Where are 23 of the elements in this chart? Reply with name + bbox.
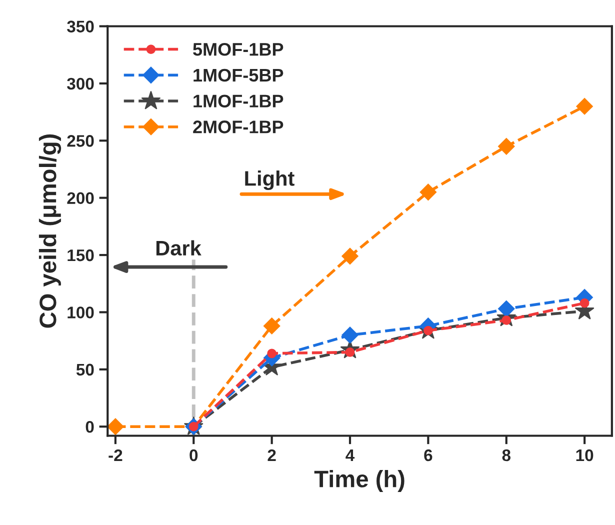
y-tick-label: 200 <box>67 192 94 204</box>
y-tick-label: 50 <box>76 364 94 376</box>
x-tick-label: 4 <box>346 450 355 462</box>
y-tick-label: 300 <box>67 78 94 90</box>
y-tick-label: 150 <box>68 249 94 262</box>
annotation: Dark <box>156 240 202 256</box>
annotation: Light <box>245 170 294 190</box>
legend-label: 1MOF-5BP <box>194 68 284 82</box>
y-tick-label: 250 <box>67 135 94 147</box>
x-tick-label: -2 <box>108 449 122 462</box>
y-tick-label: 0 <box>86 421 94 433</box>
x-tick-label: 10 <box>576 449 594 462</box>
y-tick-label: 100 <box>68 306 94 318</box>
legend-label: 5MOF-1BP <box>193 42 284 56</box>
x-tick-label: 6 <box>424 449 432 462</box>
x-tick-label: 8 <box>502 449 510 462</box>
legend-label: 1MOF-1BP <box>194 94 284 108</box>
y-axis-title: CO yeild (μmol/g) <box>38 134 62 328</box>
x-axis-title: Time (h) <box>314 470 404 492</box>
legend-label: 2MOF-1BP <box>193 120 284 134</box>
y-tick-label: 350 <box>67 20 94 32</box>
x-tick-label: 2 <box>268 449 276 462</box>
x-tick-label: 0 <box>190 449 198 462</box>
